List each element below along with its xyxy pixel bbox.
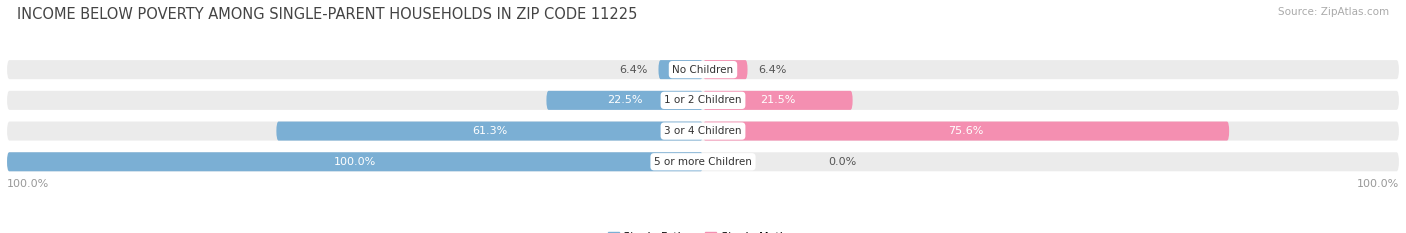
FancyBboxPatch shape bbox=[703, 91, 852, 110]
Text: 21.5%: 21.5% bbox=[761, 95, 796, 105]
Text: Source: ZipAtlas.com: Source: ZipAtlas.com bbox=[1278, 7, 1389, 17]
Text: 61.3%: 61.3% bbox=[472, 126, 508, 136]
FancyBboxPatch shape bbox=[277, 122, 703, 140]
Text: 75.6%: 75.6% bbox=[949, 126, 984, 136]
FancyBboxPatch shape bbox=[7, 152, 1399, 171]
FancyBboxPatch shape bbox=[7, 122, 1399, 140]
Legend: Single Father, Single Mother: Single Father, Single Mother bbox=[603, 227, 803, 233]
Text: No Children: No Children bbox=[672, 65, 734, 75]
Text: 100.0%: 100.0% bbox=[1357, 179, 1399, 189]
FancyBboxPatch shape bbox=[703, 122, 1229, 140]
FancyBboxPatch shape bbox=[547, 91, 703, 110]
FancyBboxPatch shape bbox=[658, 60, 703, 79]
Text: 3 or 4 Children: 3 or 4 Children bbox=[664, 126, 742, 136]
FancyBboxPatch shape bbox=[7, 152, 703, 171]
FancyBboxPatch shape bbox=[7, 91, 1399, 110]
Text: 0.0%: 0.0% bbox=[828, 157, 856, 167]
Text: 5 or more Children: 5 or more Children bbox=[654, 157, 752, 167]
Text: 6.4%: 6.4% bbox=[620, 65, 648, 75]
Text: 22.5%: 22.5% bbox=[607, 95, 643, 105]
Text: 1 or 2 Children: 1 or 2 Children bbox=[664, 95, 742, 105]
Text: 100.0%: 100.0% bbox=[7, 179, 49, 189]
Text: 100.0%: 100.0% bbox=[333, 157, 377, 167]
Text: 6.4%: 6.4% bbox=[758, 65, 786, 75]
FancyBboxPatch shape bbox=[7, 60, 1399, 79]
Text: INCOME BELOW POVERTY AMONG SINGLE-PARENT HOUSEHOLDS IN ZIP CODE 11225: INCOME BELOW POVERTY AMONG SINGLE-PARENT… bbox=[17, 7, 637, 22]
FancyBboxPatch shape bbox=[703, 60, 748, 79]
